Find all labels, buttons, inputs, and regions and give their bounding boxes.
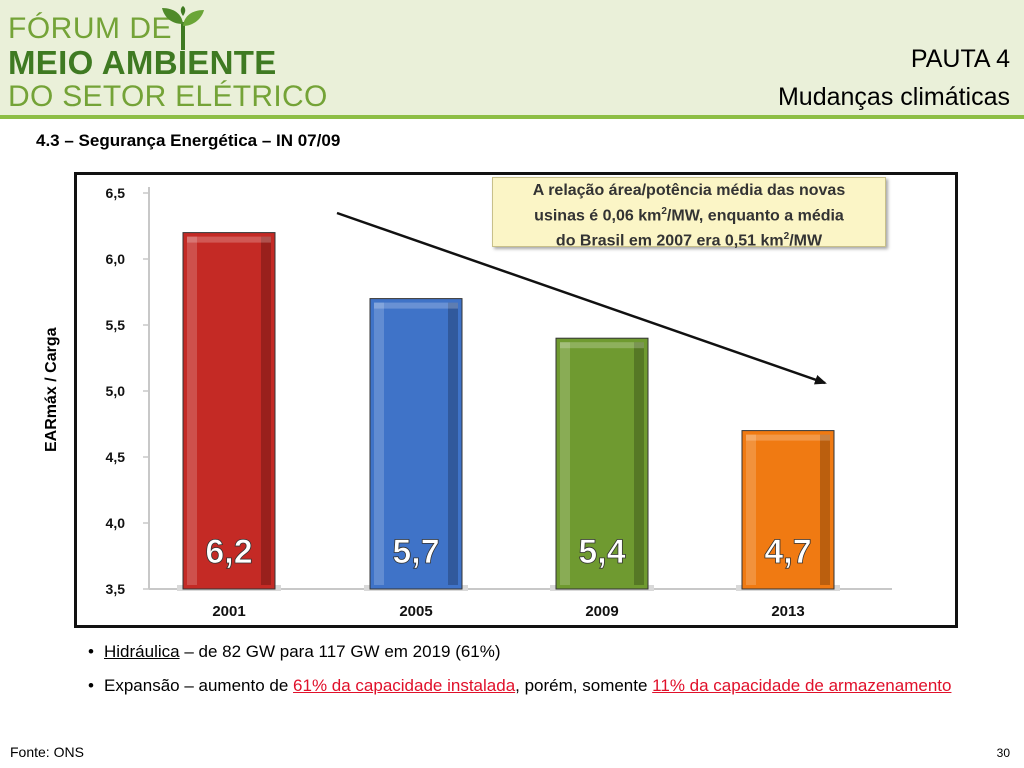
- y-tick-label: 6,0: [106, 251, 126, 267]
- bar-2001: [182, 232, 276, 590]
- bar-bevel-top: [746, 434, 830, 441]
- bullet-marker: •: [88, 676, 94, 695]
- bar-bevel-top: [374, 302, 458, 309]
- data-label-2001: 6,2: [205, 533, 252, 571]
- bullet-marker: •: [88, 642, 94, 661]
- x-tick-label: 2009: [585, 603, 618, 620]
- chart-frame: 3,5 4,0 4,5 5,0 5,5 6,0 6,5 6,2 2001 5,7 2005 5,4 20…: [74, 172, 958, 628]
- bar-bevel-right: [448, 302, 458, 585]
- y-tick-label: 5,0: [106, 383, 126, 399]
- bar-chart: 3,5 4,0 4,5 5,0 5,5 6,0 6,5 6,2 2001 5,7 2005 5,4 20…: [106, 185, 892, 620]
- bar-bevel-left: [746, 434, 756, 585]
- topic-label: Mudanças climáticas: [777, 83, 1010, 111]
- data-label-2009: 5,4: [578, 533, 625, 571]
- slide-subtitle: 4.3 – Segurança Energética – IN 07/09: [36, 131, 341, 150]
- pauta-label: PAUTA 4: [910, 45, 1010, 73]
- y-tick-label: 4,0: [106, 515, 126, 531]
- forum-logo: FÓRUM DE MEIO AMBIENTE DO SETOR ELÉTRICO: [8, 6, 327, 113]
- bar-2013: [741, 430, 835, 590]
- bullet-item-expansao: • Expansão – aumento de 61% da capacidad…: [88, 674, 968, 698]
- bar-bevel-left: [374, 302, 384, 585]
- source-note: Fonte: ONS: [10, 744, 84, 760]
- bullet-text: Expansão – aumento de: [104, 676, 294, 695]
- y-axis-label: EARmáx / Carga: [43, 327, 60, 453]
- logo-line-2: MEIO AMBIENTE: [8, 44, 277, 81]
- callout-line-1: A relação área/potência média das novas: [532, 182, 846, 199]
- bullet-text: – de 82 GW para 117 GW em 2019 (61%): [179, 642, 501, 661]
- bar-bevel-top: [187, 236, 271, 243]
- page-number: 30: [996, 746, 1010, 760]
- bullet-keyword: Hidráulica: [104, 642, 180, 661]
- bullet-list: • Hidráulica – de 82 GW para 117 GW em 2…: [88, 640, 968, 708]
- logo-line-1: FÓRUM DE: [8, 12, 172, 45]
- y-tick-label: 5,5: [106, 317, 126, 333]
- bullet-highlight-1: 61% da capacidade instalada: [293, 676, 516, 695]
- bullet-item-hidraulica: • Hidráulica – de 82 GW para 117 GW em 2…: [88, 640, 968, 664]
- bar-bevel-right: [261, 236, 271, 585]
- y-tick-label: 3,5: [106, 581, 126, 597]
- slide-heading: PAUTA 4 Mudanças climáticas: [778, 40, 1010, 116]
- bullet-text: , porém, somente: [515, 676, 653, 695]
- trend-arrow: [336, 211, 827, 385]
- bar-bevel-right: [820, 434, 830, 585]
- logo-line-3: DO SETOR ELÉTRICO: [8, 80, 328, 113]
- y-tick-label: 6,5: [106, 185, 126, 201]
- bar-bevel-right: [634, 342, 644, 585]
- callout-line-2: usinas é 0,06 km2/MW, enquanto a média: [534, 206, 844, 225]
- x-tick-label: 2001: [212, 603, 245, 620]
- x-tick-label: 2005: [399, 603, 432, 620]
- data-label-2005: 5,7: [392, 533, 439, 571]
- x-tick-label: 2013: [771, 603, 804, 620]
- bar-bevel-left: [560, 342, 570, 585]
- bar-bevel-top: [560, 342, 644, 349]
- data-label-2013: 4,7: [764, 533, 811, 571]
- bar-2009: [555, 337, 649, 590]
- callout-line-3: do Brasil em 2007 era 0,51 km2/MW: [555, 231, 823, 250]
- bar-bevel-left: [187, 236, 197, 585]
- callout-box: A relação área/potência média das novas …: [492, 177, 886, 250]
- bullet-highlight-2: 11% da capacidade de armazenamento: [652, 676, 952, 695]
- y-tick-label: 4,5: [106, 449, 126, 465]
- header-divider: [0, 115, 1024, 119]
- bar-2005: [369, 298, 463, 590]
- leaf-icon: [162, 6, 204, 50]
